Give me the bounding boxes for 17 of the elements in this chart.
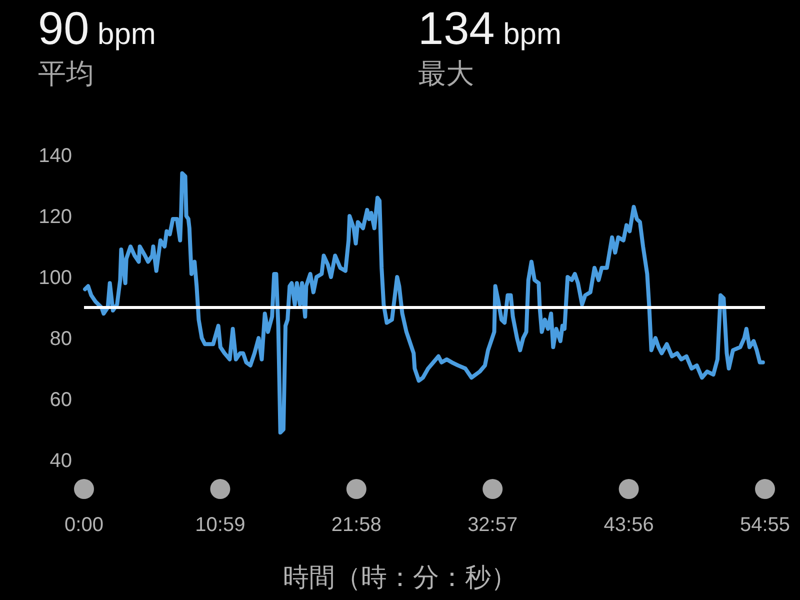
x-tick-label: 43:56 xyxy=(604,514,654,536)
y-tick-label: 40 xyxy=(50,450,72,472)
y-tick-label: 80 xyxy=(50,328,72,350)
y-tick-label: 100 xyxy=(38,267,72,289)
x-tick-label: 54:55 xyxy=(740,514,790,536)
y-tick-label: 140 xyxy=(38,145,72,167)
summary-value: 90 bpm xyxy=(38,2,156,54)
x-tick-label: 10:59 xyxy=(195,514,246,536)
y-tick-label: 60 xyxy=(50,389,72,411)
x-tick-label: 32:57 xyxy=(468,514,518,536)
summary-value: 134 bpm xyxy=(418,2,562,54)
x-axis-title: 時間（時：分：秒） xyxy=(283,562,517,592)
summary-label: 最大 xyxy=(418,58,474,89)
y-tick-label: 120 xyxy=(38,206,72,228)
x-tick-label: 21:58 xyxy=(331,514,382,536)
summary-label: 平均 xyxy=(38,58,94,89)
x-tick-label: 0:00 xyxy=(64,514,104,536)
